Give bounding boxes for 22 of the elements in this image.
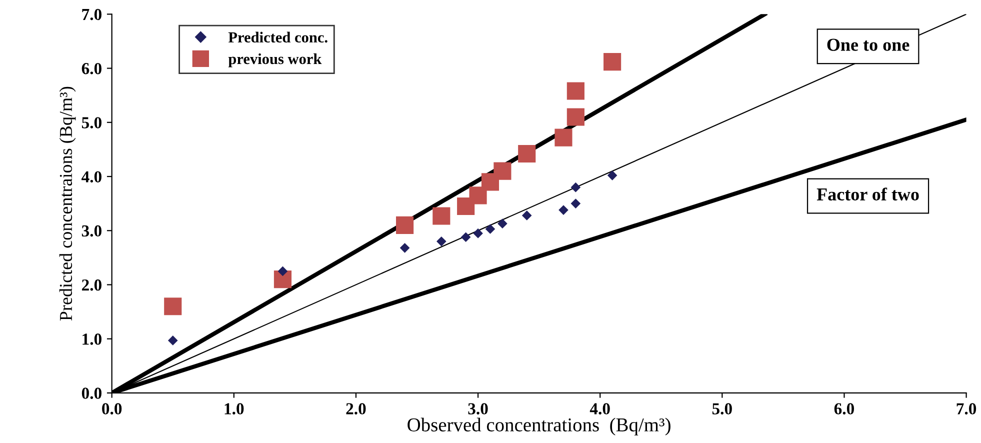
y-tick-label: 0.0 xyxy=(82,388,102,399)
y-tick-label: 7.0 xyxy=(82,8,102,20)
legend-label: previous work xyxy=(228,53,322,68)
y-tick-label: 3.0 xyxy=(82,225,102,237)
x-tick-label: 3.0 xyxy=(468,403,488,414)
x-tick-label: 2.0 xyxy=(346,403,366,414)
annotation: Factor of two xyxy=(816,188,919,201)
x-tick-label: 7.0 xyxy=(956,403,976,414)
x-tick-label: 1.0 xyxy=(224,403,244,414)
x-tick-label: 5.0 xyxy=(712,403,732,414)
y-tick-label: 4.0 xyxy=(82,171,102,183)
y-tick-label: 2.0 xyxy=(82,279,102,291)
legend-label: Predicted conc. xyxy=(228,32,328,43)
y-tick-label: 5.0 xyxy=(82,117,102,128)
x-axis-title: Observed concentrations (Bq/m³) xyxy=(408,418,670,436)
y-tick-label: 1.0 xyxy=(82,334,102,345)
y-axis-title: Predicted concentraions (Bq/m³) xyxy=(59,86,76,321)
y-tick-label: 6.0 xyxy=(82,62,102,74)
x-tick-label: 0.0 xyxy=(102,403,122,414)
x-tick-label: 6.0 xyxy=(834,403,854,414)
annotation: One to one xyxy=(827,38,910,51)
x-tick-label: 4.0 xyxy=(590,403,610,414)
